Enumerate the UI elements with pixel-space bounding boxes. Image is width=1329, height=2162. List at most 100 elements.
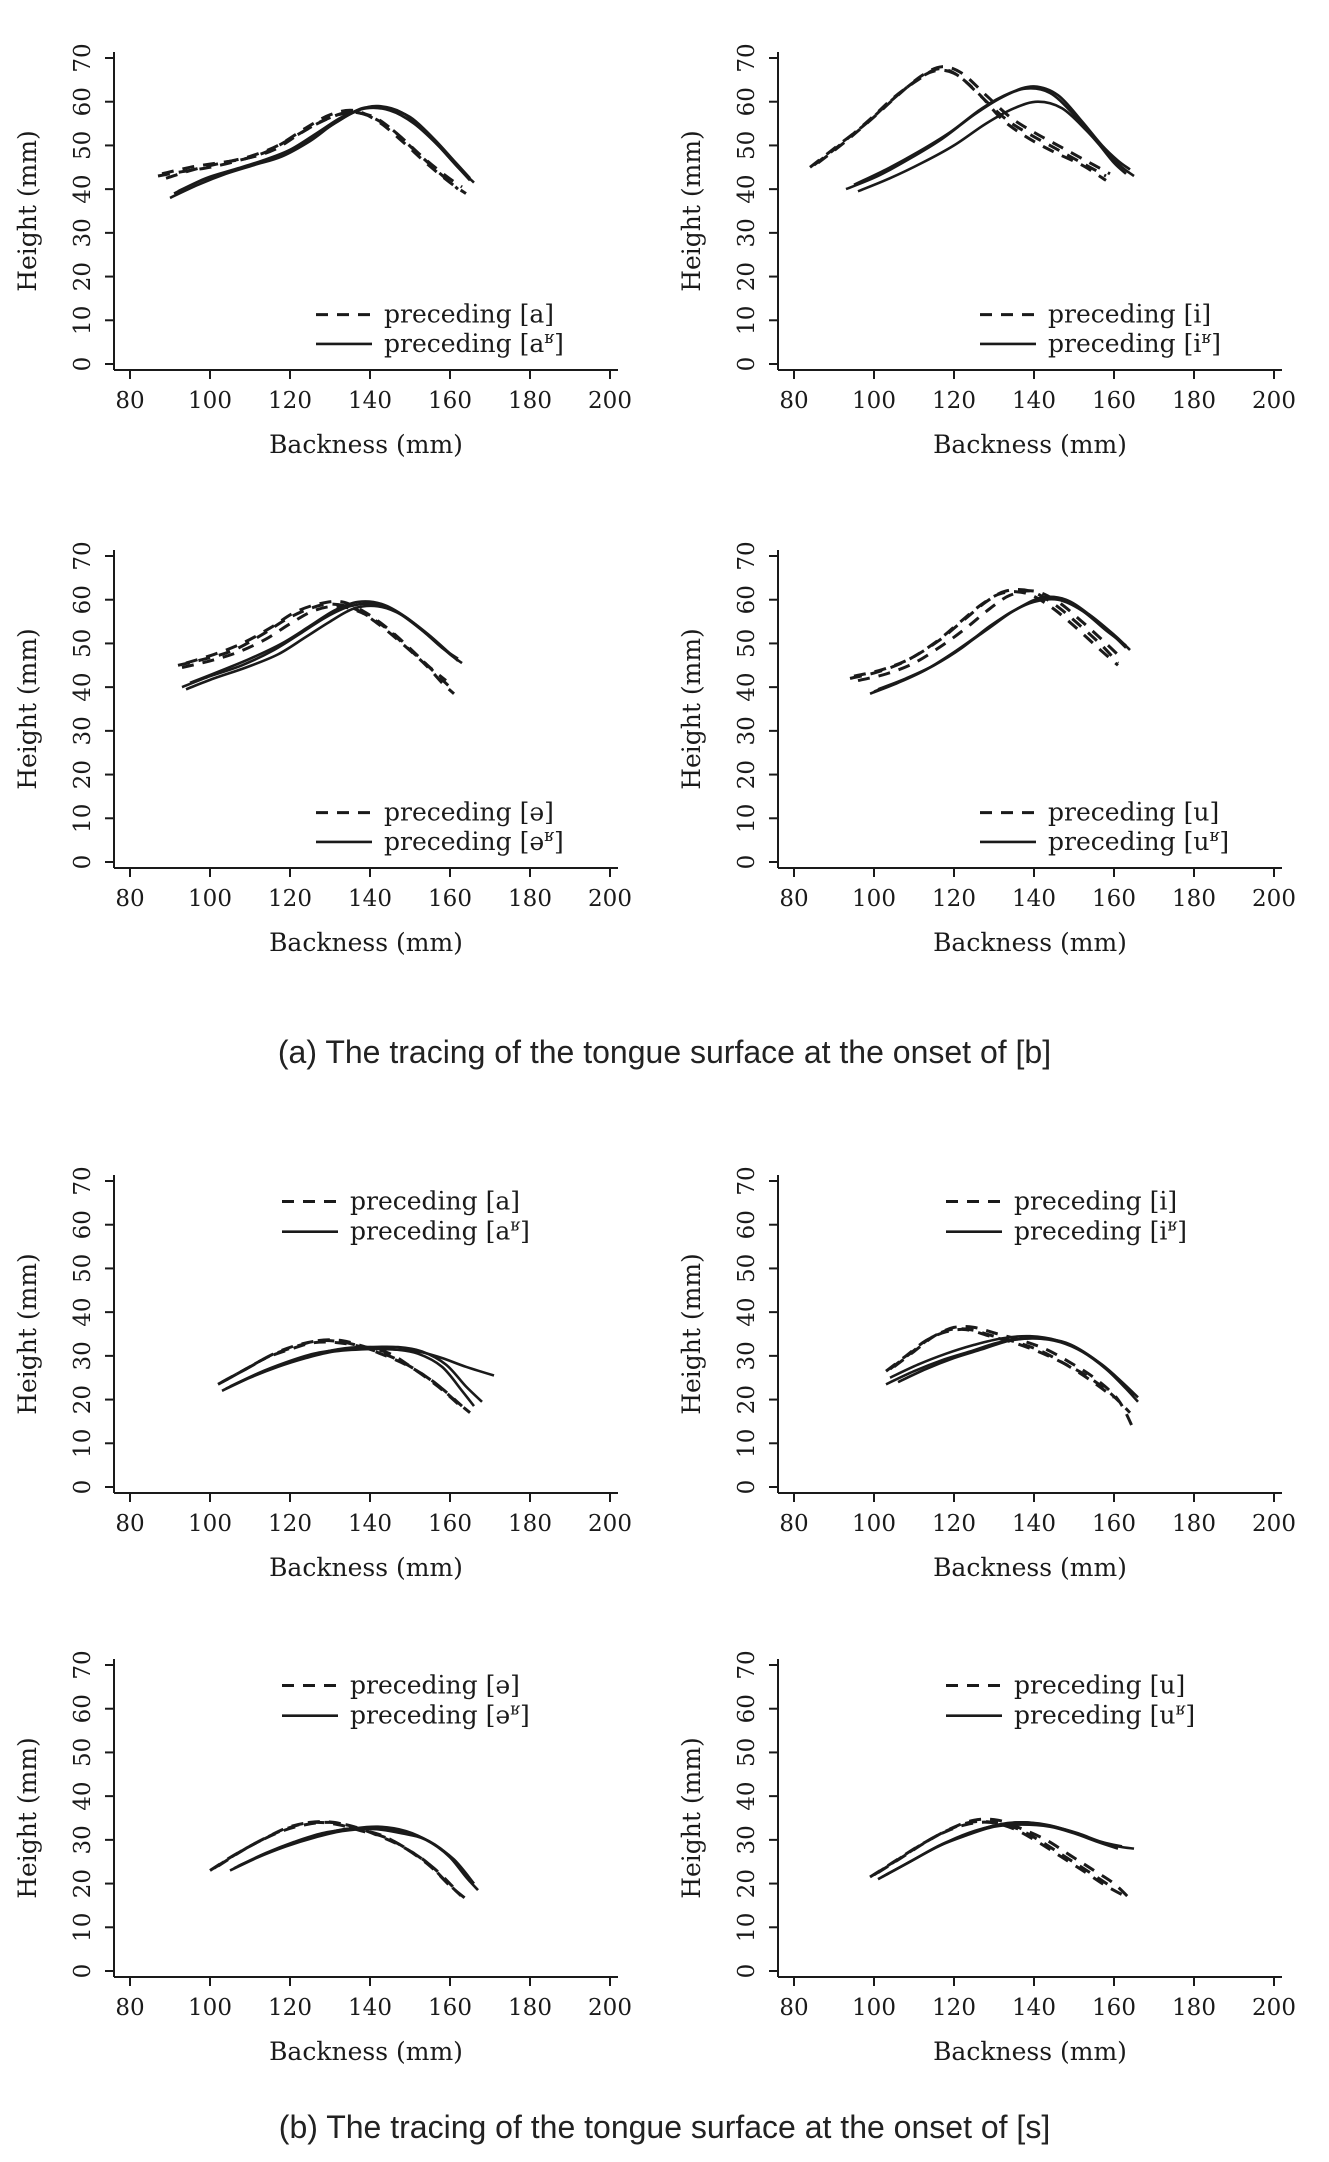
curves [869, 1817, 1135, 1900]
legend: preceding [i]preceding [iʁ] [980, 300, 1221, 358]
x-axis-title: Backness (mm) [269, 430, 463, 459]
y-tick-label: 40 [734, 1781, 760, 1810]
x-tick-label: 100 [852, 1995, 896, 2021]
y-tick-label: 20 [70, 760, 96, 789]
legend-label: preceding [aʁ] [384, 328, 564, 358]
x-axis-title: Backness (mm) [269, 2037, 463, 2066]
y-tick-label: 20 [70, 262, 96, 291]
y-tick-label: 30 [734, 1825, 760, 1854]
dashed-curve [165, 108, 467, 195]
y-tick-label: 0 [70, 1480, 96, 1495]
x-tick-label: 120 [932, 886, 976, 912]
curves [157, 104, 475, 200]
y-tick-label: 50 [734, 629, 760, 658]
y-axis-title: Height (mm) [13, 130, 42, 292]
caption-b: (b) The tracing of the tongue surface at… [278, 2109, 1051, 2145]
x-tick-label: 80 [779, 388, 808, 414]
x-tick-label: 160 [428, 388, 472, 414]
y-tick-label: 70 [70, 541, 96, 570]
y-tick-label: 40 [70, 672, 96, 701]
dashed-curve [181, 604, 447, 682]
y-axis-title: Height (mm) [677, 1253, 706, 1415]
y-tick-label: 60 [734, 87, 760, 116]
y-tick-label: 50 [70, 629, 96, 658]
y-tick-label: 60 [734, 585, 760, 614]
y-tick-label: 50 [734, 1254, 760, 1283]
x-tick-label: 180 [508, 886, 552, 912]
legend-label: preceding [a] [384, 300, 554, 329]
y-tick-label: 60 [70, 1210, 96, 1239]
plot-a-a: 80 100 120 140 160 180 200 0 10 20 30 40 50 60 70 Backn… [13, 43, 632, 459]
y-tick-label: 20 [734, 1869, 760, 1898]
y-tick-label: 0 [734, 1964, 760, 1979]
axes: 80 100 120 140 160 180 200 0 10 20 30 40 50 60 70 Backn… [677, 541, 1296, 957]
solid-curve [881, 1823, 1119, 1879]
x-tick-label: 120 [268, 886, 312, 912]
chart-panel-a-u: 80 100 120 140 160 180 200 0 10 20 30 40 50 60 70 Backn… [664, 510, 1328, 980]
x-tick-label: 100 [852, 886, 896, 912]
y-axis-title: Height (mm) [13, 1737, 42, 1899]
x-tick-label: 200 [1252, 388, 1296, 414]
axes: 80 100 120 140 160 180 200 0 10 20 30 40 50 60 70 Backn… [13, 541, 632, 957]
curves [217, 1338, 495, 1414]
plot-a-i: 80 100 120 140 160 180 200 0 10 20 30 40 50 60 70 Backn… [677, 43, 1296, 459]
solid-curve [225, 1345, 476, 1407]
x-tick-label: 180 [1172, 1511, 1216, 1537]
legend-label: preceding [uʁ] [1048, 826, 1229, 856]
x-axis-title: Backness (mm) [933, 928, 1127, 957]
panel-grid-a: 80 100 120 140 160 180 200 0 10 20 30 40 50 60 70 Backn… [0, 12, 1329, 1008]
solid-curve [877, 1821, 1135, 1881]
y-tick-label: 60 [70, 585, 96, 614]
x-tick-label: 120 [268, 388, 312, 414]
x-tick-label: 180 [508, 1995, 552, 2021]
x-tick-label: 160 [1092, 388, 1136, 414]
y-tick-label: 20 [70, 1385, 96, 1414]
solid-curve [853, 85, 1131, 186]
x-tick-label: 200 [588, 1511, 632, 1537]
x-tick-label: 180 [1172, 1995, 1216, 2021]
y-tick-label: 10 [734, 306, 760, 335]
legend: preceding [a]preceding [aʁ] [282, 1187, 530, 1246]
x-tick-label: 80 [115, 388, 144, 414]
chart-panel-a-a: 80 100 120 140 160 180 200 0 10 20 30 40 50 60 70 Backn… [0, 12, 664, 482]
y-tick-label: 0 [734, 357, 760, 372]
curves [885, 1324, 1139, 1431]
x-tick-label: 160 [428, 1995, 472, 2021]
y-tick-label: 10 [734, 1913, 760, 1942]
y-tick-label: 50 [734, 1738, 760, 1767]
axes: 80 100 120 140 160 180 200 0 10 20 30 40 50 60 70 Backn… [677, 1650, 1296, 2066]
legend-label: preceding [iʁ] [1048, 328, 1221, 358]
curves [209, 1820, 479, 1901]
x-tick-label: 200 [1252, 886, 1296, 912]
legend-label: preceding [ə] [350, 1671, 520, 1700]
y-tick-label: 30 [70, 218, 96, 247]
chart-panel-a-schwa: 80 100 120 140 160 180 200 0 10 20 30 40 50 60 70 Backn… [0, 510, 664, 980]
y-tick-label: 50 [70, 1738, 96, 1767]
x-tick-label: 200 [1252, 1995, 1296, 2021]
solid-curve [173, 105, 471, 195]
y-tick-label: 70 [734, 541, 760, 570]
x-tick-label: 160 [1092, 1511, 1136, 1537]
x-tick-label: 200 [588, 886, 632, 912]
legend-label: preceding [aʁ] [350, 1216, 530, 1246]
x-tick-label: 180 [1172, 388, 1216, 414]
y-axis-title: Height (mm) [677, 1737, 706, 1899]
plot-b-schwa: 80 100 120 140 160 180 200 0 10 20 30 40 50 60 70 Backn… [13, 1650, 632, 2066]
dashed-curve [869, 1820, 1127, 1899]
solid-curve [185, 604, 459, 691]
legend: preceding [u]preceding [uʁ] [946, 1671, 1195, 1730]
curves [809, 65, 1135, 193]
panel-grid-b: 80 100 120 140 160 180 200 0 10 20 30 40 50 60 70 Backn… [0, 1135, 1329, 2103]
y-axis-title: Height (mm) [13, 1253, 42, 1415]
y-tick-label: 20 [734, 760, 760, 789]
x-tick-label: 200 [588, 1995, 632, 2021]
dashed-curve [813, 67, 1107, 178]
x-tick-label: 160 [428, 886, 472, 912]
x-tick-label: 120 [932, 1511, 976, 1537]
x-tick-label: 180 [508, 388, 552, 414]
y-tick-label: 10 [70, 306, 96, 335]
chart-panel-b-i: 80 100 120 140 160 180 200 0 10 20 30 40 50 60 70 Backn… [664, 1135, 1328, 1605]
x-tick-label: 80 [115, 1995, 144, 2021]
x-axis-title: Backness (mm) [269, 1553, 463, 1582]
y-tick-label: 20 [734, 262, 760, 291]
